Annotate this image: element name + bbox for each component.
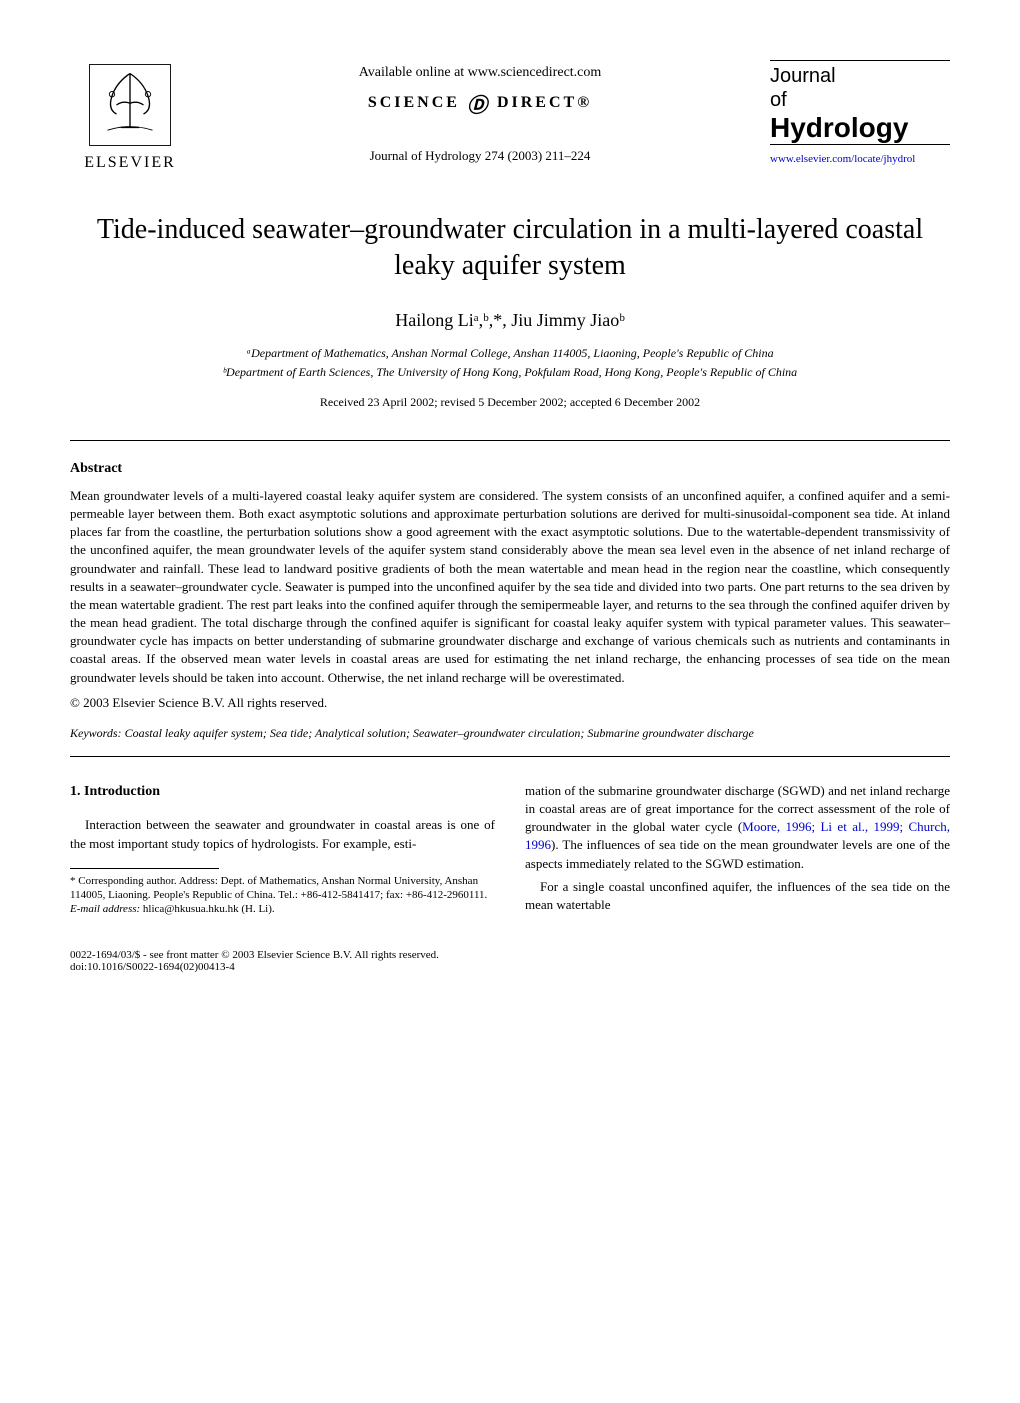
email-address: hlica@hkusua.hku.hk (H. Li). bbox=[140, 903, 274, 915]
email-footnote: E-mail address: hlica@hkusua.hku.hk (H. … bbox=[70, 902, 495, 916]
keywords-text: Coastal leaky aquifer system; Sea tide; … bbox=[122, 726, 754, 740]
center-header: Available online at www.sciencedirect.co… bbox=[190, 60, 770, 164]
abstract-text: Mean groundwater levels of a multi-layer… bbox=[70, 487, 950, 687]
intro-para-right-2: For a single coastal unconfined aquifer,… bbox=[525, 878, 950, 914]
publisher-name: ELSEVIER bbox=[84, 154, 176, 172]
article-dates: Received 23 April 2002; revised 5 Decemb… bbox=[70, 395, 950, 410]
journal-name: Hydrology bbox=[770, 112, 950, 144]
abstract-heading: Abstract bbox=[70, 461, 950, 477]
journal-citation: Journal of Hydrology 274 (2003) 211–224 bbox=[190, 148, 770, 164]
affiliation-a: ᵃDepartment of Mathematics, Anshan Norma… bbox=[70, 346, 950, 361]
footer-doi: doi:10.1016/S0022-1694(02)00413-4 bbox=[70, 961, 950, 973]
available-online-text: Available online at www.sciencedirect.co… bbox=[190, 65, 770, 81]
elsevier-tree-icon bbox=[85, 60, 175, 150]
affiliation-b: ᵇDepartment of Earth Sciences, The Unive… bbox=[70, 365, 950, 380]
keywords: Keywords: Coastal leaky aquifer system; … bbox=[70, 726, 950, 741]
divider bbox=[70, 440, 950, 441]
page-footer: 0022-1694/03/$ - see front matter © 2003… bbox=[70, 949, 950, 973]
authors: Hailong Liᵃ,ᵇ,*, Jiu Jimmy Jiaoᵇ bbox=[70, 310, 950, 331]
science-text: SCIENCE bbox=[368, 94, 460, 111]
footnote-divider bbox=[70, 868, 219, 869]
intro-para-left: Interaction between the seawater and gro… bbox=[70, 816, 495, 852]
journal-url-link[interactable]: www.elsevier.com/locate/jhydrol bbox=[770, 153, 950, 165]
body-columns: 1. Introduction Interaction between the … bbox=[70, 782, 950, 919]
intro-para-right-1: mation of the submarine groundwater disc… bbox=[525, 782, 950, 873]
journal-logo-block: Journal of Hydrology www.elsevier.com/lo… bbox=[770, 60, 950, 165]
article-title: Tide-induced seawater–groundwater circul… bbox=[70, 212, 950, 285]
header-row: ELSEVIER Available online at www.science… bbox=[70, 60, 950, 172]
divider-bottom bbox=[70, 756, 950, 757]
science-direct-logo: SCIENCE Ⓓ DIRECT® bbox=[190, 89, 770, 118]
right-column: mation of the submarine groundwater disc… bbox=[525, 782, 950, 919]
direct-text: DIRECT® bbox=[497, 94, 592, 111]
corresponding-author-footnote: * Corresponding author. Address: Dept. o… bbox=[70, 874, 495, 903]
sd-globe-icon: Ⓓ bbox=[467, 95, 490, 117]
keywords-label: Keywords: bbox=[70, 726, 122, 740]
abstract-copyright: © 2003 Elsevier Science B.V. All rights … bbox=[70, 695, 950, 711]
left-column: 1. Introduction Interaction between the … bbox=[70, 782, 495, 919]
para-text-b: ). The influences of sea tide on the mea… bbox=[525, 837, 950, 870]
email-label: E-mail address: bbox=[70, 903, 140, 915]
journal-word: Journal bbox=[770, 64, 950, 88]
footer-copyright: 0022-1694/03/$ - see front matter © 2003… bbox=[70, 949, 950, 961]
section-heading: 1. Introduction bbox=[70, 782, 495, 802]
logo-divider bbox=[770, 60, 950, 61]
publisher-logo: ELSEVIER bbox=[70, 60, 190, 172]
of-word: of bbox=[770, 88, 950, 112]
logo-divider-bottom bbox=[770, 144, 950, 145]
